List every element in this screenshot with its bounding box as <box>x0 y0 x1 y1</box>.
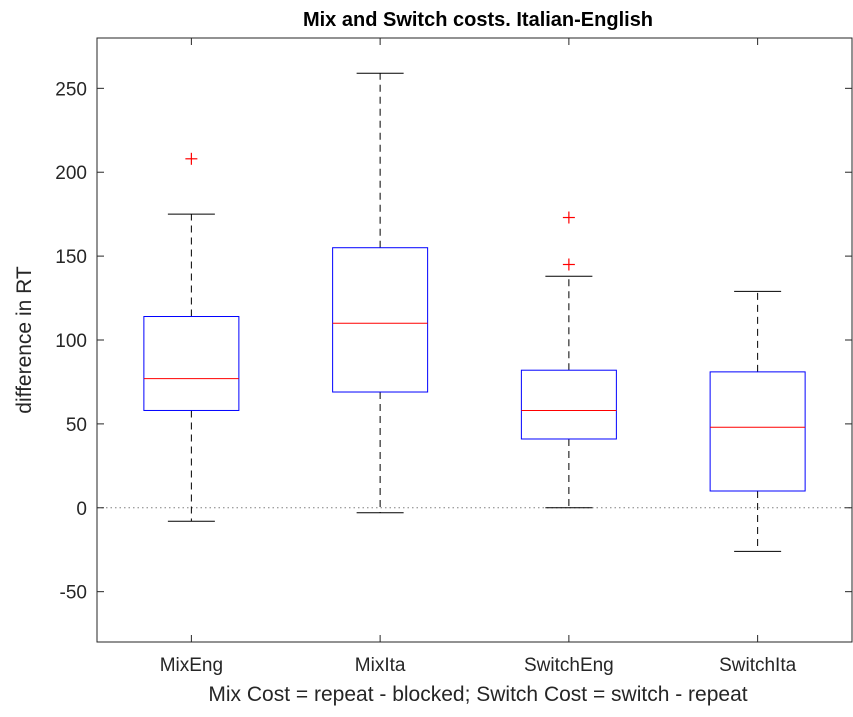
y-tick-label: -50 <box>60 583 87 604</box>
x-tick-label: SwitchEng <box>524 655 614 676</box>
y-axis-label: difference in RT <box>13 266 36 414</box>
box-iqr <box>143 316 240 411</box>
outlier-marker <box>562 211 575 224</box>
box-iqr <box>332 247 429 393</box>
x-tick-label: MixIta <box>355 655 406 676</box>
x-tick-label: SwitchIta <box>719 655 797 676</box>
x-axis-label: Mix Cost = repeat - blocked; Switch Cost… <box>208 683 747 706</box>
y-tick-label: 100 <box>55 331 87 352</box>
chart-title: Mix and Switch costs. Italian-English <box>303 9 653 31</box>
plot-area: -50 0 50 100 150 200 250 MixEng MixIta SwitchEng S… <box>55 37 853 676</box>
y-tick-label: 150 <box>55 247 87 268</box>
outlier-marker <box>185 152 198 165</box>
y-tick-label: 0 <box>76 499 87 520</box>
outlier-marker <box>562 258 575 271</box>
y-tick-label: 250 <box>55 79 87 100</box>
x-tick-label: MixEng <box>160 655 223 676</box>
box-iqr <box>709 371 806 492</box>
box-iqr <box>520 369 617 440</box>
y-tick-label: 200 <box>55 163 87 184</box>
y-tick-label: 50 <box>66 415 87 436</box>
